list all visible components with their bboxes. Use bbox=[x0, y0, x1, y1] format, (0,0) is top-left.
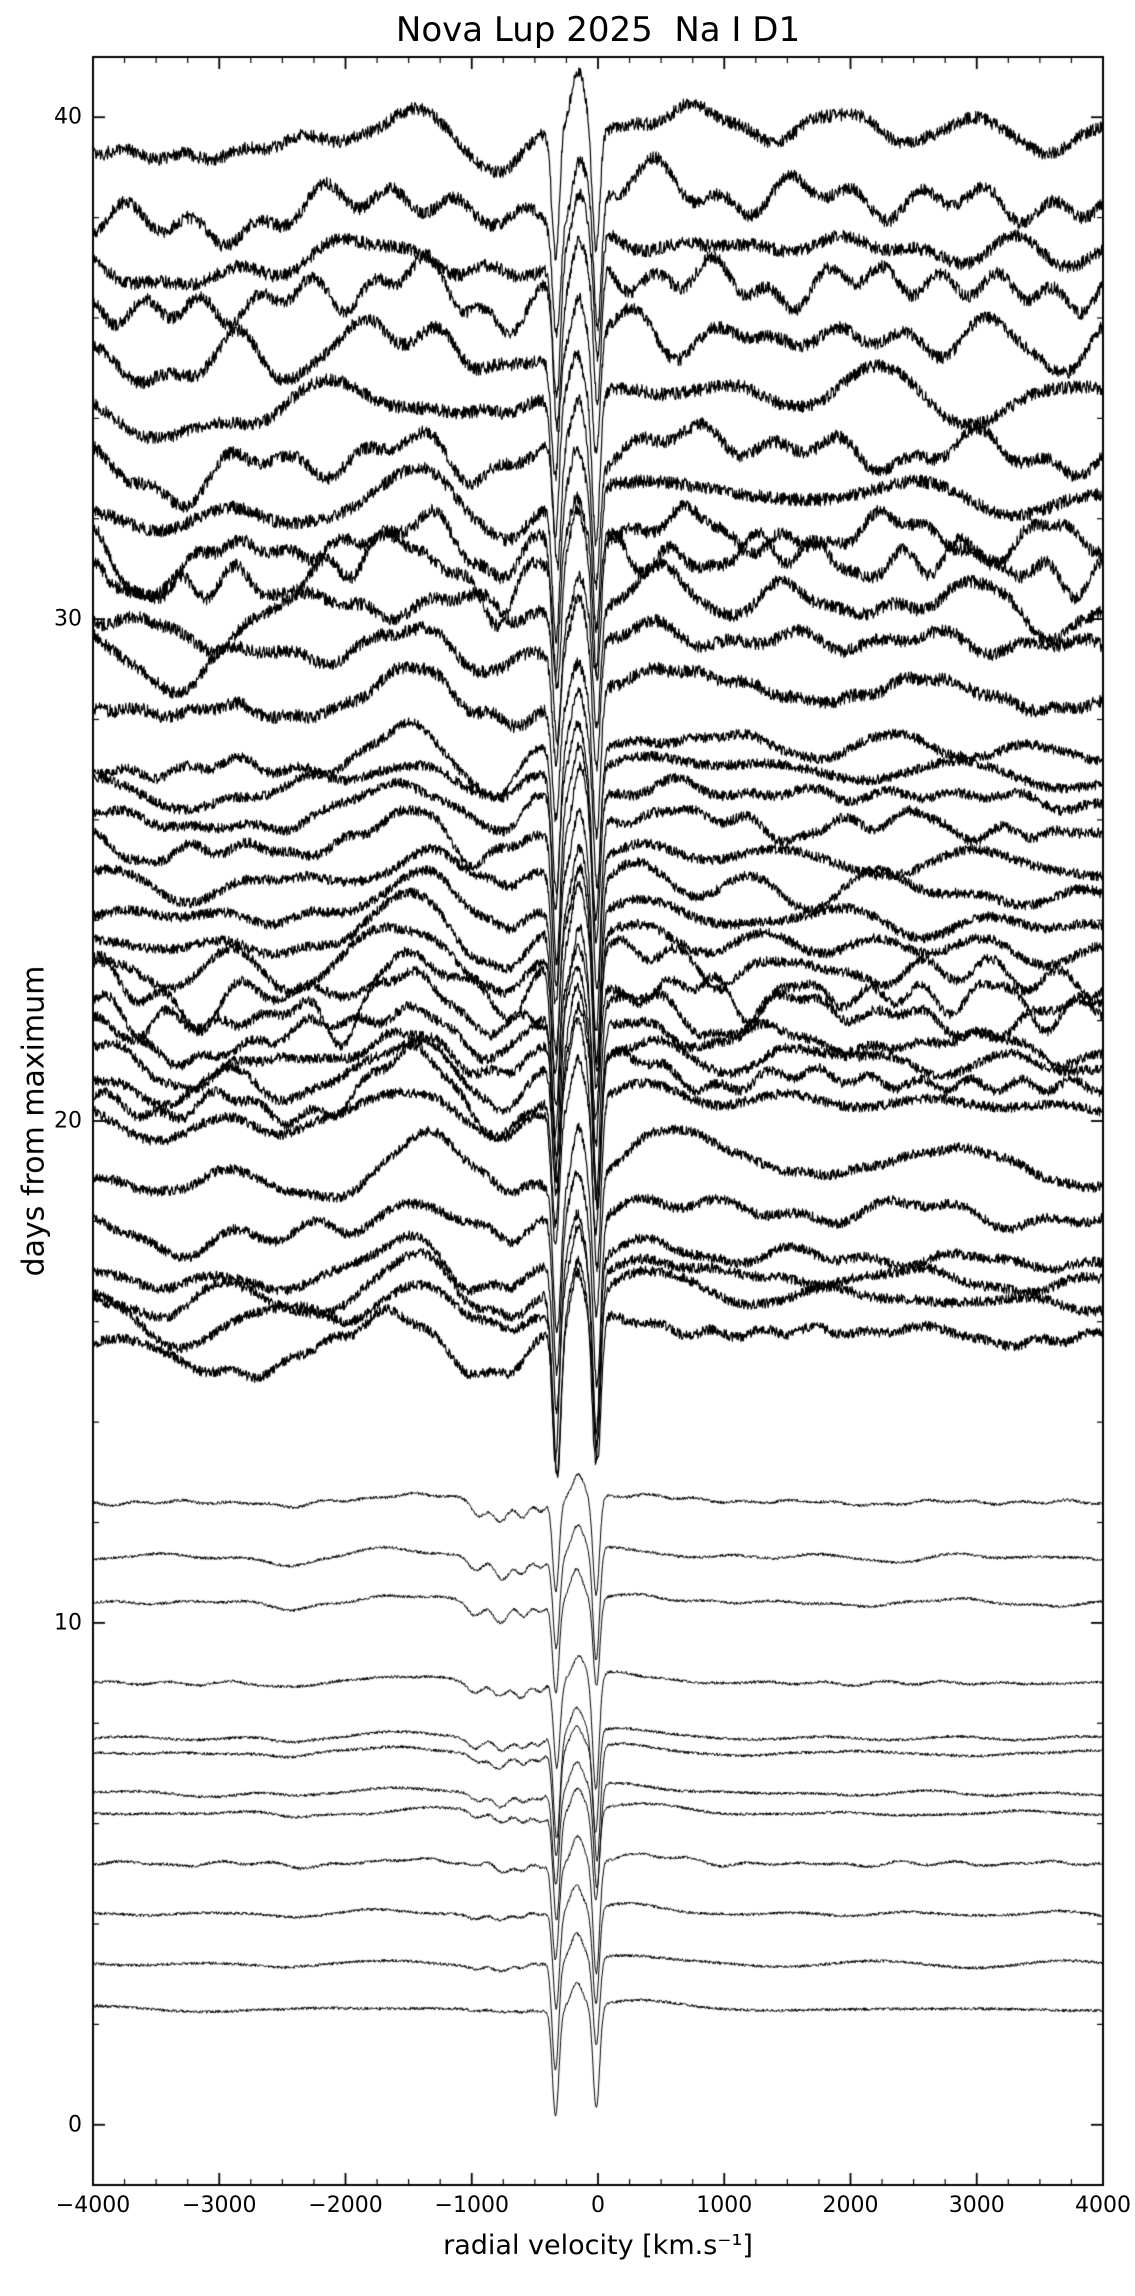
chart-title: Nova Lup 2025 Na I D1 bbox=[395, 10, 801, 50]
x-tick-label: 4000 bbox=[1075, 2193, 1131, 2218]
x-tick-label: −4000 bbox=[55, 2193, 131, 2218]
x-axis-label: radial velocity [km.s⁻¹] bbox=[443, 2230, 753, 2261]
y-tick-label: 40 bbox=[54, 104, 82, 130]
x-tick-label: 2000 bbox=[822, 2193, 879, 2218]
x-tick-label: 3000 bbox=[948, 2193, 1005, 2218]
y-tick-label: 30 bbox=[54, 606, 82, 632]
x-tick-label: −3000 bbox=[182, 2193, 257, 2218]
y-tick-label: 0 bbox=[68, 2112, 82, 2138]
x-tick-label: 1000 bbox=[696, 2193, 753, 2218]
x-tick-label: 0 bbox=[591, 2193, 605, 2218]
y-tick-label: 10 bbox=[54, 1610, 82, 1636]
x-tick-label: −2000 bbox=[308, 2193, 383, 2218]
x-tick-label: −1000 bbox=[434, 2193, 509, 2218]
y-tick-label: 20 bbox=[54, 1108, 82, 1134]
